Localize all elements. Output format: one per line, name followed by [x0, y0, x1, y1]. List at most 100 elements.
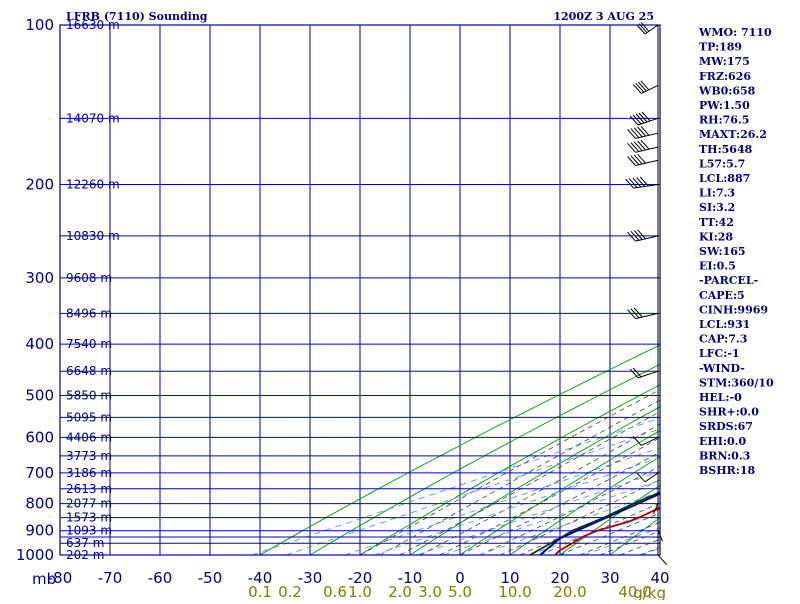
moist-adiabat-line	[359, 389, 660, 556]
wind-barb	[637, 117, 659, 126]
mixing-ratio-unit-label: g/kg	[633, 584, 666, 600]
temperature-tick-label: 30	[600, 569, 619, 587]
wind-barb-feather	[638, 112, 648, 123]
index-item: CAP:7.3	[699, 333, 747, 346]
pressure-unit-label: mb	[32, 570, 56, 588]
mixing-ratio-label: 3.0	[418, 583, 442, 600]
temperature-tick-label: -50	[198, 569, 223, 587]
wind-barb	[641, 436, 659, 446]
height-label: 5850 m	[66, 388, 112, 402]
wind-barb-feather	[633, 154, 643, 165]
wind-barb-feather	[641, 111, 651, 122]
wind-barb-feather	[629, 115, 639, 126]
wind-barb	[637, 370, 659, 379]
wind-barb	[635, 159, 659, 166]
mixing-ratio-label: 10.0	[498, 583, 531, 600]
moist-adiabat-line	[459, 451, 660, 556]
wind-barb-feather	[630, 128, 640, 138]
temperature-tick-label: 40	[650, 569, 669, 587]
pressure-tick-label: 700	[25, 464, 54, 482]
mixing-ratio-label: 0.1	[248, 583, 272, 600]
index-item: CINH:9969	[699, 303, 768, 316]
wind-barb-feather	[627, 231, 636, 242]
index-item: BRN:0.3	[699, 449, 750, 462]
pressure-tick-label: 900	[25, 522, 54, 540]
height-label: 2077 m	[66, 497, 112, 511]
mixing-ratio-label: 5.0	[448, 583, 472, 600]
wind-barb-feather	[627, 156, 636, 166]
wind-barb-feather	[640, 21, 650, 32]
index-item: CAPE:5	[699, 289, 745, 302]
wind-profile	[625, 21, 668, 566]
index-item: KI:28	[699, 230, 733, 243]
wind-barb	[657, 530, 663, 542]
wind-barb-feather	[637, 229, 646, 240]
chart-title: LFRB (7110) Sounding	[66, 10, 208, 23]
isobar-grid	[59, 24, 661, 556]
pressure-tick-label: 600	[25, 428, 54, 446]
moist-adiabat-line	[579, 521, 660, 556]
wind-barb-feather	[632, 367, 642, 378]
pressure-tick-label: 400	[25, 335, 54, 353]
wind-barb-feather	[633, 230, 643, 240]
pressure-tick-label: 800	[25, 495, 54, 513]
isotherm-grid	[60, 25, 660, 555]
wind-barb-feather	[637, 126, 646, 137]
parcel-line	[539, 492, 660, 556]
height-label: 1093 m	[66, 524, 112, 538]
height-label: 4406 m	[66, 430, 112, 444]
wind-barb-feather	[637, 140, 646, 151]
wind-barb-feather	[640, 139, 650, 150]
index-item: EHI:0.0	[699, 435, 746, 448]
wind-barb-feather	[628, 178, 638, 188]
wind-barb-feather	[632, 436, 642, 446]
height-label: 7540 m	[66, 337, 112, 351]
index-item: SI:3.2	[699, 201, 735, 214]
wind-barb	[635, 146, 659, 153]
wind-barb-feather	[630, 142, 640, 152]
wind-barb-feather	[630, 155, 640, 166]
wind-barb-feather	[627, 129, 636, 139]
index-item: SHR+:0.0	[699, 406, 759, 419]
height-label: 16630 m	[66, 18, 120, 32]
index-item: -PARCEL-	[699, 274, 758, 287]
wind-barb	[635, 132, 659, 139]
index-item: LI:7.3	[699, 187, 735, 200]
mixing-ratio-label: 0.6	[323, 583, 347, 600]
wind-barb-feather	[627, 309, 636, 319]
mixing-ratio-label: 2.0	[388, 583, 412, 600]
index-item: SW:165	[699, 245, 746, 258]
temperature-tick-label: -30	[298, 569, 323, 587]
index-item: LFC:-1	[699, 347, 740, 360]
index-item: MAXT:26.2	[699, 128, 767, 141]
dry-adiabat-line	[559, 484, 660, 556]
sounding-series	[529, 491, 660, 556]
index-item: RH:76.5	[699, 114, 749, 127]
wind-barb	[653, 503, 659, 515]
moist-adiabat-line	[559, 512, 660, 556]
moist-adiabat-line	[419, 423, 660, 556]
index-item: L57:5.7	[699, 157, 745, 170]
index-item: PW:1.50	[699, 99, 750, 112]
wind-barb-feather	[640, 125, 650, 136]
height-label: 202 m	[66, 548, 104, 562]
pressure-tick-label: 100	[25, 16, 54, 34]
index-item: -WIND-	[699, 362, 745, 375]
index-item: TP:189	[699, 41, 742, 54]
height-label: 3773 m	[66, 449, 112, 463]
temperature-tick-label: -10	[398, 569, 423, 587]
wind-barb-feather	[633, 141, 643, 152]
wind-barb-feather	[632, 177, 642, 188]
index-item: EI:0.5	[699, 260, 736, 273]
index-item: WB0:658	[698, 84, 756, 97]
wind-barb-feather	[640, 80, 650, 91]
index-item: TT:42	[699, 216, 734, 229]
wind-barb-feather	[627, 142, 636, 153]
wind-barb	[635, 312, 659, 320]
wind-barb-feather	[630, 308, 640, 319]
temperature-tick-label: -20	[348, 569, 373, 587]
temperature-line	[554, 506, 660, 556]
wind-barb-feather	[633, 127, 643, 138]
